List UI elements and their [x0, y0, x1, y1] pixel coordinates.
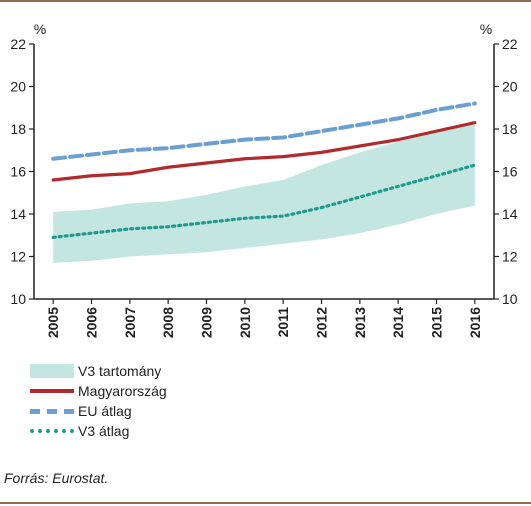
y-tick-label-right: 10	[502, 291, 518, 307]
x-tick-label: 2008	[160, 307, 176, 338]
y-tick-label-left: 22	[10, 36, 26, 52]
y-tick-label-left: 20	[10, 79, 26, 95]
y-unit-right: %	[480, 21, 492, 37]
y-tick-label-left: 16	[10, 164, 26, 180]
y-tick-label-left: 12	[10, 249, 26, 265]
legend-label-hu: Magyarország	[78, 383, 167, 399]
x-tick-label: 2014	[390, 307, 406, 338]
y-tick-label-right: 16	[502, 164, 518, 180]
legend-swatch-eu	[30, 408, 74, 414]
series-line-1	[51, 101, 477, 161]
x-tick-label: 2011	[275, 307, 291, 338]
legend-item-hu: Magyarország	[30, 381, 167, 401]
source-note: Forrás: Eurostat.	[4, 470, 109, 486]
y-tick-label-right: 18	[502, 121, 518, 137]
x-tick-label: 2012	[314, 307, 330, 338]
legend-label-v3: V3 átlag	[78, 423, 130, 439]
x-tick-label: 2005	[45, 307, 61, 338]
x-tick-label: 2010	[237, 307, 253, 338]
x-tick-label: 2007	[122, 307, 138, 338]
series-line-0	[51, 121, 477, 182]
legend-item-v3: V3 átlag	[30, 421, 167, 441]
y-unit-left: %	[34, 21, 46, 37]
y-tick-label-right: 12	[502, 249, 518, 265]
legend-item-eu: EU átlag	[30, 401, 167, 421]
x-tick-label: 2013	[352, 307, 368, 338]
x-tick-label: 2016	[467, 307, 483, 338]
x-tick-label: 2015	[429, 307, 445, 338]
legend-label-eu: EU átlag	[78, 403, 132, 419]
x-tick-label: 2006	[84, 307, 100, 338]
y-tick-label-right: 20	[502, 79, 518, 95]
series-line-2	[51, 163, 477, 239]
y-tick-label-right: 22	[502, 36, 518, 52]
legend-swatch-band	[30, 364, 74, 378]
legend-item-band: V3 tartomány	[30, 361, 167, 381]
band-area	[53, 120, 475, 263]
legend-swatch-hu	[30, 389, 74, 393]
y-tick-label-left: 14	[10, 206, 26, 222]
y-tick-label-left: 18	[10, 121, 26, 137]
legend: V3 tartomány Magyarország EU átlag V3 át…	[30, 361, 167, 441]
y-tick-label-right: 14	[502, 206, 518, 222]
legend-label-band: V3 tartomány	[78, 363, 162, 379]
y-tick-label-left: 10	[10, 291, 26, 307]
legend-swatch-v3	[30, 429, 74, 433]
x-tick-label: 2009	[199, 307, 215, 338]
